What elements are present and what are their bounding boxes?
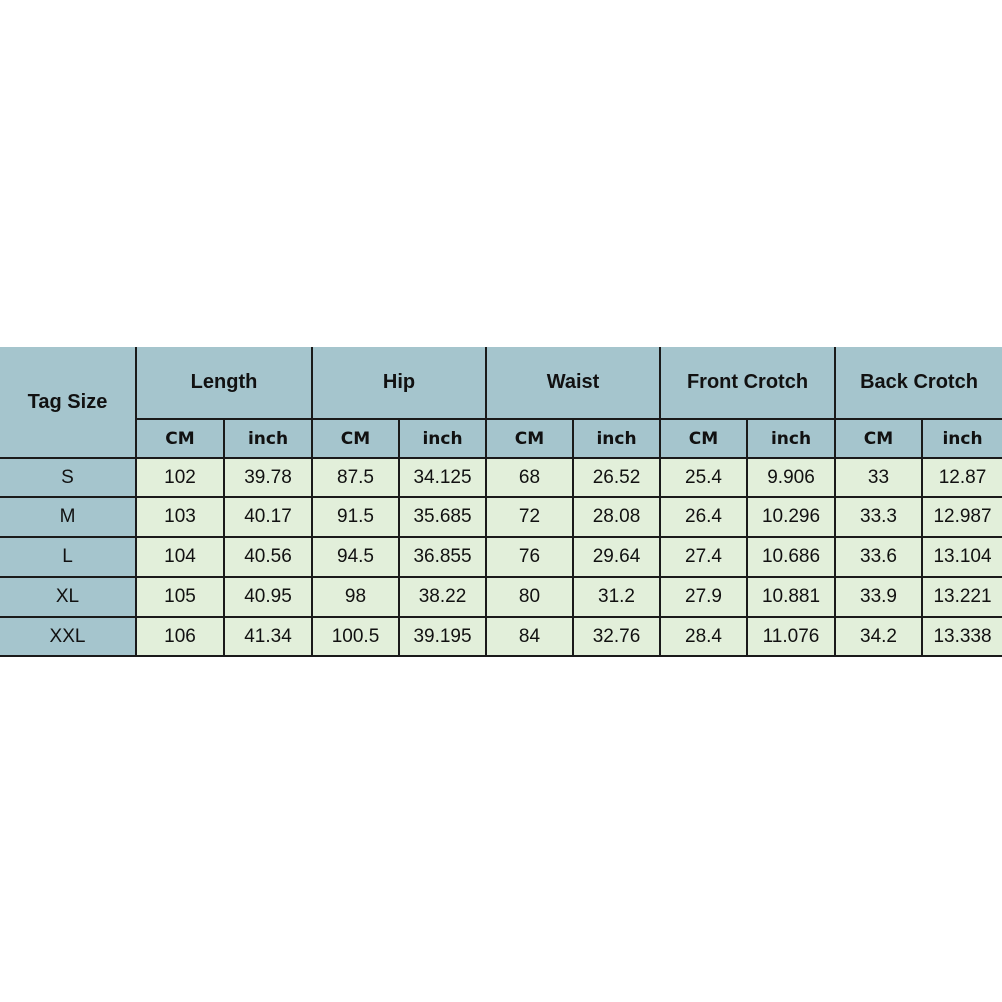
measurement: 29.64 (574, 538, 661, 578)
measurement: 68 (487, 459, 574, 498)
measurement: 34.125 (400, 459, 487, 498)
unit-header: inch (400, 420, 487, 459)
measurement: 94.5 (313, 538, 400, 578)
measurement: 91.5 (313, 498, 400, 538)
measurement: 39.78 (225, 459, 313, 498)
measurement: 25.4 (661, 459, 748, 498)
measurement: 102 (137, 459, 225, 498)
size-label: M (0, 498, 137, 538)
measurement: 34.2 (836, 618, 923, 657)
measurement: 98 (313, 578, 400, 618)
measurement: 11.076 (748, 618, 836, 657)
measurement: 33.3 (836, 498, 923, 538)
measurement: 33.9 (836, 578, 923, 618)
unit-header: CM (137, 420, 225, 459)
measurement: 10.881 (748, 578, 836, 618)
measurement: 40.56 (225, 538, 313, 578)
group-header: Length (137, 347, 313, 420)
group-header: Front Crotch (661, 347, 836, 420)
group-header: Back Crotch (836, 347, 1002, 420)
unit-header: inch (748, 420, 836, 459)
unit-header: inch (574, 420, 661, 459)
measurement: 12.87 (923, 459, 1002, 498)
measurement: 40.17 (225, 498, 313, 538)
measurement: 26.4 (661, 498, 748, 538)
measurement: 35.685 (400, 498, 487, 538)
measurement: 100.5 (313, 618, 400, 657)
size-label: S (0, 459, 137, 498)
size-label: XL (0, 578, 137, 618)
measurement: 27.4 (661, 538, 748, 578)
measurement: 26.52 (574, 459, 661, 498)
measurement: 36.855 (400, 538, 487, 578)
measurement: 39.195 (400, 618, 487, 657)
measurement: 104 (137, 538, 225, 578)
measurement: 13.221 (923, 578, 1002, 618)
measurement: 33.6 (836, 538, 923, 578)
measurement: 72 (487, 498, 574, 538)
measurement: 32.76 (574, 618, 661, 657)
measurement: 80 (487, 578, 574, 618)
size-label: XXL (0, 618, 137, 657)
measurement: 10.296 (748, 498, 836, 538)
measurement: 103 (137, 498, 225, 538)
unit-header: CM (487, 420, 574, 459)
unit-header: inch (225, 420, 313, 459)
measurement: 31.2 (574, 578, 661, 618)
unit-header: CM (313, 420, 400, 459)
measurement: 33 (836, 459, 923, 498)
unit-header: CM (836, 420, 923, 459)
group-header: Hip (313, 347, 487, 420)
unit-header: inch (923, 420, 1002, 459)
measurement: 27.9 (661, 578, 748, 618)
corner-header: Tag Size (0, 347, 137, 459)
measurement: 106 (137, 618, 225, 657)
size-label: L (0, 538, 137, 578)
measurement: 105 (137, 578, 225, 618)
measurement: 84 (487, 618, 574, 657)
measurement: 9.906 (748, 459, 836, 498)
measurement: 28.4 (661, 618, 748, 657)
group-header: Waist (487, 347, 661, 420)
measurement: 87.5 (313, 459, 400, 498)
measurement: 12.987 (923, 498, 1002, 538)
measurement: 38.22 (400, 578, 487, 618)
measurement: 41.34 (225, 618, 313, 657)
measurement: 76 (487, 538, 574, 578)
measurement: 10.686 (748, 538, 836, 578)
unit-header: CM (661, 420, 748, 459)
measurement: 13.338 (923, 618, 1002, 657)
measurement: 28.08 (574, 498, 661, 538)
measurement: 40.95 (225, 578, 313, 618)
measurement: 13.104 (923, 538, 1002, 578)
